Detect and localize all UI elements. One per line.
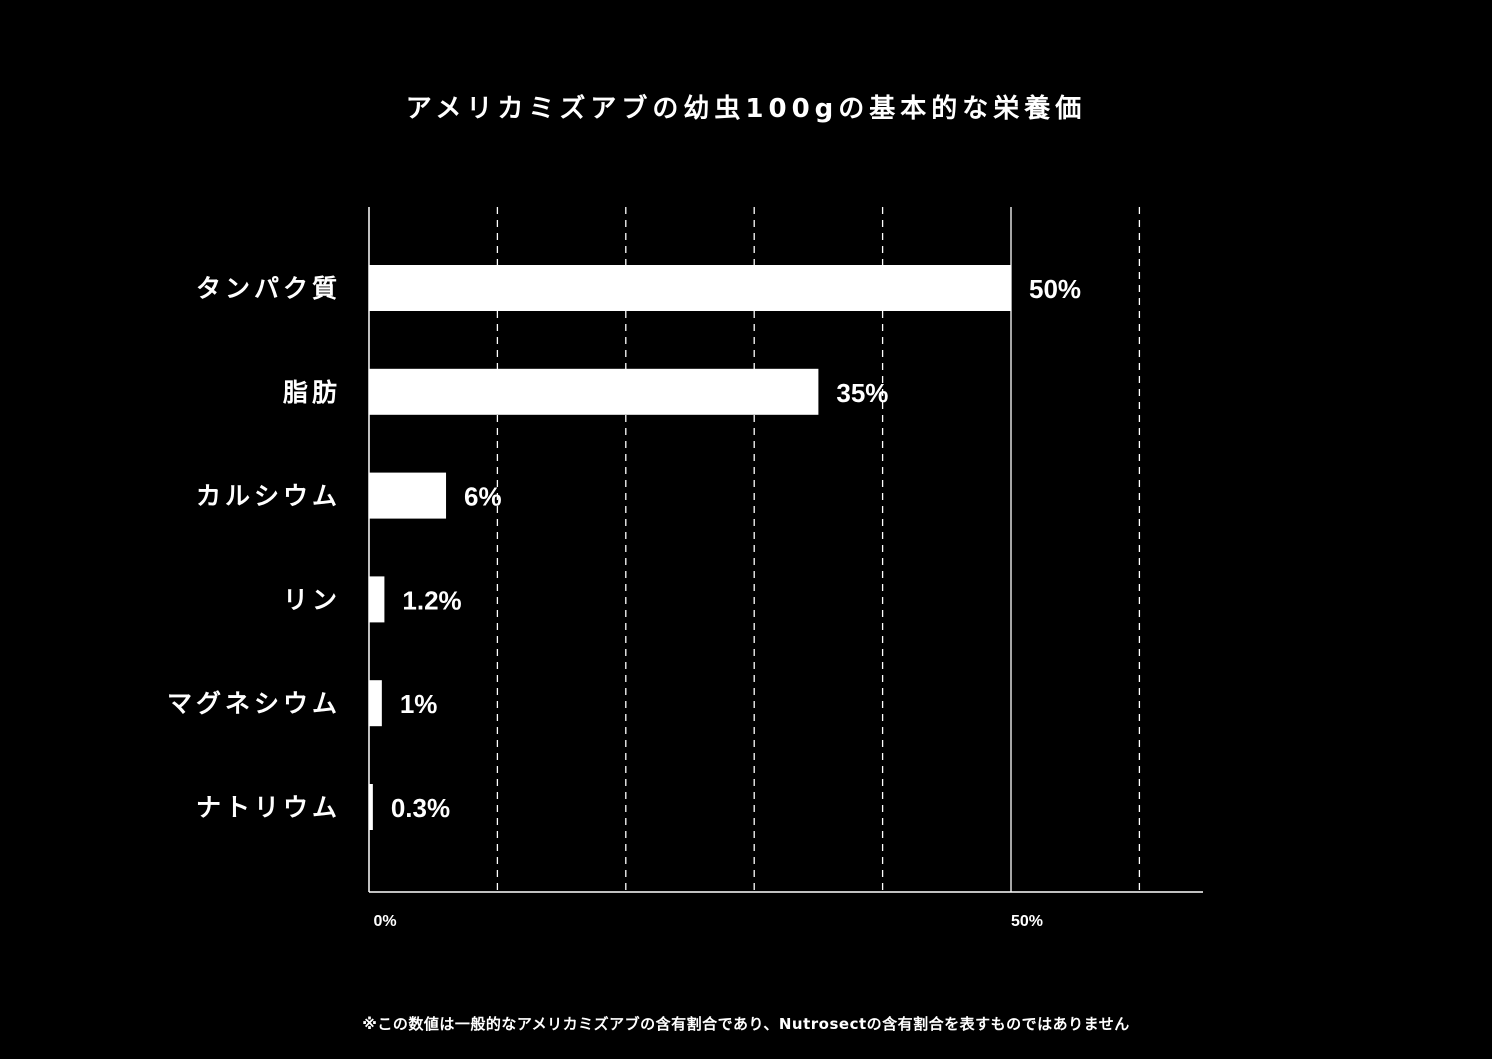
- value-label-0: 50%: [1029, 274, 1081, 304]
- bar-3: [369, 576, 385, 623]
- value-label-5: 0.3%: [391, 793, 450, 823]
- x-tick-label-0: 0%: [373, 913, 396, 930]
- bar-4: [369, 680, 382, 727]
- value-label-1: 35%: [836, 378, 888, 408]
- category-label-3: リン: [283, 585, 341, 614]
- bar-1: [369, 368, 819, 415]
- bar-0: [369, 265, 1011, 311]
- bar-2: [369, 472, 447, 519]
- value-label-4: 1%: [400, 689, 438, 719]
- axes: [368, 207, 1203, 893]
- category-label-4: マグネシウム: [167, 689, 341, 718]
- bar-5: [369, 784, 373, 830]
- category-label-2: カルシウム: [196, 482, 341, 511]
- category-label-1: 脂肪: [283, 378, 341, 407]
- footnote: ※この数値は一般的なアメリカミズアブの含有割合であり、Nutrosectの含有割…: [362, 1015, 1130, 1033]
- gridlines: [496, 207, 1141, 892]
- category-label-0: タンパク質: [196, 274, 341, 303]
- value-label-2: 6%: [464, 482, 502, 512]
- x-tick-label-50: 50%: [1011, 913, 1043, 930]
- value-label-3: 1.2%: [402, 585, 461, 615]
- labels: 0% 50% タンパク質 50% 脂肪 35% カルシウム 6% リン 1.2% マグネシウム 1% ナ…: [167, 274, 1081, 930]
- chart-title: アメリカミズアブの幼虫100gの基本的な栄養価: [405, 94, 1087, 124]
- category-label-5: ナトリウム: [196, 793, 341, 822]
- bars: [369, 265, 1011, 830]
